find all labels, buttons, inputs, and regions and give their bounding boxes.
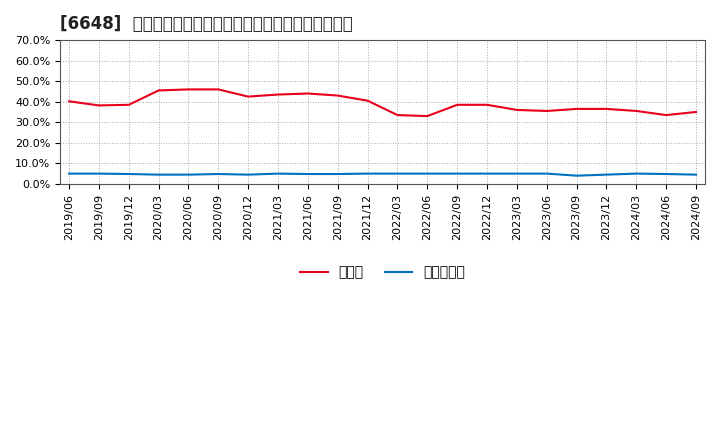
現領金 bbox=[154, 88, 163, 93]
有利子負債 bbox=[602, 172, 611, 177]
現領金 bbox=[184, 87, 193, 92]
有利子負債 bbox=[304, 172, 312, 177]
現領金 bbox=[364, 98, 372, 103]
現領金 bbox=[333, 93, 342, 98]
有利子負債 bbox=[154, 172, 163, 177]
有利子負債 bbox=[572, 173, 581, 178]
有利子負債 bbox=[542, 171, 551, 176]
Line: 有利子負債: 有利子負債 bbox=[69, 174, 696, 176]
現領金 bbox=[513, 107, 521, 113]
Legend: 現領金, 有利子負債: 現領金, 有利子負債 bbox=[300, 266, 465, 279]
有利子負債 bbox=[65, 171, 73, 176]
現領金 bbox=[94, 103, 103, 108]
有利子負債 bbox=[662, 172, 670, 177]
現領金 bbox=[393, 113, 402, 118]
有利子負債 bbox=[364, 171, 372, 176]
有利子負債 bbox=[244, 172, 253, 177]
有利子負債 bbox=[94, 171, 103, 176]
現領金 bbox=[423, 114, 432, 119]
有利子負債 bbox=[125, 172, 133, 177]
有利子負債 bbox=[333, 172, 342, 177]
現領金 bbox=[65, 99, 73, 104]
Text: [6648]  現領金、有利子負債の総資産に対する比率の推移: [6648] 現領金、有利子負債の総資産に対する比率の推移 bbox=[60, 15, 353, 33]
Line: 現領金: 現領金 bbox=[69, 89, 696, 116]
現領金 bbox=[602, 106, 611, 112]
有利子負債 bbox=[482, 171, 491, 176]
現領金 bbox=[572, 106, 581, 112]
現領金 bbox=[632, 108, 641, 114]
有利子負債 bbox=[632, 171, 641, 176]
有利子負債 bbox=[423, 171, 432, 176]
現領金 bbox=[244, 94, 253, 99]
現領金 bbox=[125, 102, 133, 107]
有利子負債 bbox=[214, 172, 222, 177]
現領金 bbox=[304, 91, 312, 96]
有利子負債 bbox=[274, 171, 282, 176]
現領金 bbox=[542, 108, 551, 114]
有利子負債 bbox=[393, 171, 402, 176]
有利子負債 bbox=[184, 172, 193, 177]
現領金 bbox=[692, 110, 701, 115]
有利子負債 bbox=[453, 171, 462, 176]
現領金 bbox=[662, 113, 670, 118]
現領金 bbox=[274, 92, 282, 97]
現領金 bbox=[214, 87, 222, 92]
現領金 bbox=[482, 102, 491, 107]
有利子負債 bbox=[692, 172, 701, 177]
現領金 bbox=[453, 102, 462, 107]
有利子負債 bbox=[513, 171, 521, 176]
